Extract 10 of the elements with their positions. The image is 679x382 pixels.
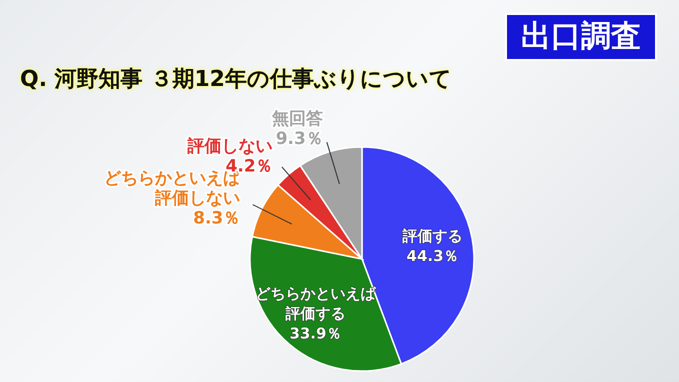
slice-label: 評価する [402, 227, 463, 246]
data-label: 8.3％ [193, 208, 240, 228]
data-label: 33.9％ [289, 324, 342, 343]
slice-label: 無回答 [270, 108, 323, 129]
text: 出口調査 [505, 13, 657, 61]
data-label: 9.3％ [276, 128, 323, 149]
chart-title: Q. 河野知事 ３期12年の仕事ぶりについて [20, 66, 452, 94]
slice-label: どちらかといえば評価する [255, 284, 376, 323]
data-label: 44.3％ [406, 247, 459, 266]
slice-label: 評価しない [186, 136, 273, 156]
